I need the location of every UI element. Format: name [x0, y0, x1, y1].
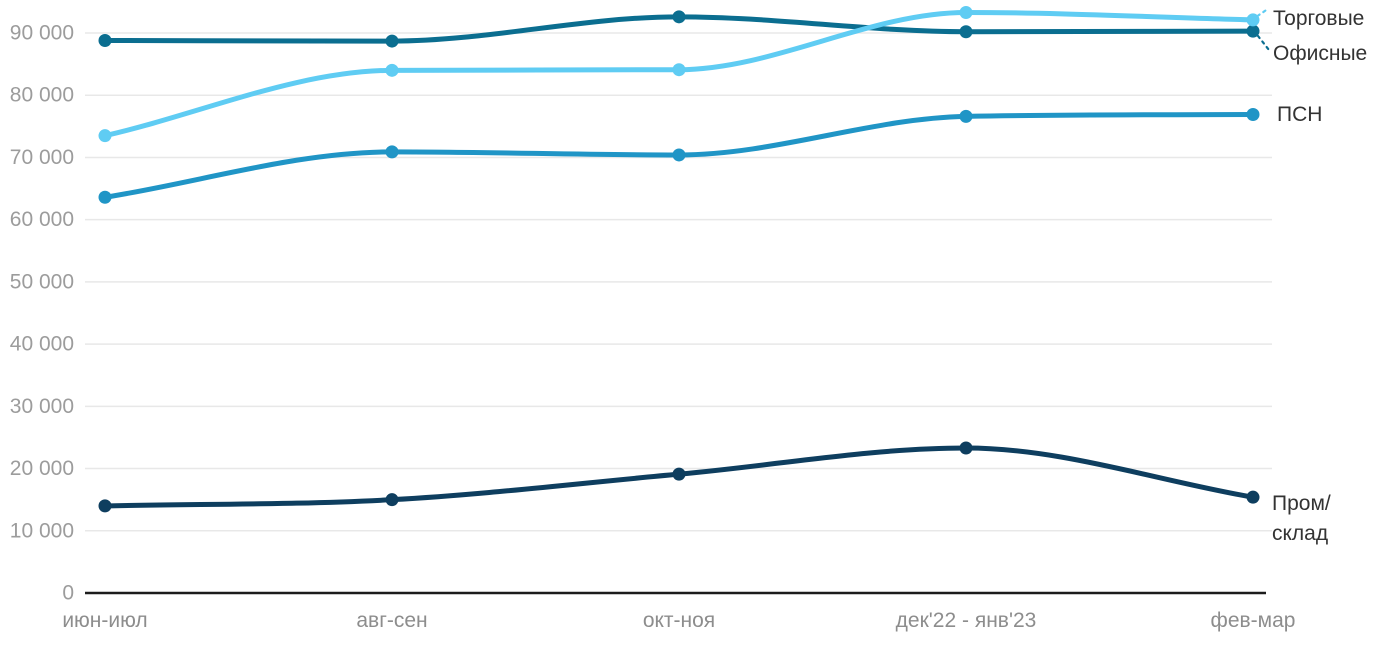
data-point-Пром/склад — [672, 467, 686, 481]
y-tick-label: 30 000 — [10, 395, 74, 418]
data-point-Офисные — [98, 33, 112, 47]
y-tick-label: 20 000 — [10, 457, 74, 480]
data-point-Торговые — [1246, 13, 1260, 27]
y-tick-label: 60 000 — [10, 208, 74, 231]
y-tick-label: 40 000 — [10, 333, 74, 356]
x-tick-label: фев-мар — [1211, 609, 1296, 632]
data-point-Офисные — [959, 25, 973, 39]
data-point-Офисные — [672, 10, 686, 24]
y-axis-tick-labels: 0 10 000 20 000 30 000 40 000 50 000 60 000 70 … — [10, 22, 74, 605]
series-end-labels: Пром/склад ПСН Офисные Торговые — [1272, 7, 1367, 545]
data-point-ПСН — [385, 145, 399, 159]
series-label-Торговые: Торговые — [1273, 7, 1364, 30]
data-point-Пром/склад — [385, 493, 399, 507]
data-point-Офисные — [385, 34, 399, 48]
data-point-Пром/склад — [1246, 490, 1260, 504]
series-label-Пром/склад: склад — [1272, 522, 1328, 545]
y-tick-label: 0 — [62, 582, 74, 605]
data-point-ПСН — [672, 148, 686, 162]
series-label-Пром/склад: Пром/ — [1272, 492, 1331, 515]
data-point-Торговые — [98, 129, 112, 143]
series-lines-layer — [98, 5, 1260, 513]
data-point-Пром/склад — [959, 441, 973, 455]
data-point-ПСН — [1246, 108, 1260, 122]
data-point-ПСН — [98, 190, 112, 204]
leader-line-Офисные — [1256, 34, 1271, 52]
gridlines-layer — [85, 32, 1272, 532]
label-leader-layer — [1256, 8, 1271, 52]
y-tick-label: 50 000 — [10, 270, 74, 293]
data-point-Торговые — [385, 63, 399, 77]
data-point-Торговые — [959, 5, 973, 19]
data-point-ПСН — [959, 109, 973, 123]
x-tick-label: июн-июл — [62, 609, 147, 632]
series-label-Офисные: Офисные — [1273, 42, 1367, 65]
x-tick-label: авг-сен — [356, 609, 427, 632]
x-tick-label: дек'22 - янв'23 — [896, 609, 1037, 632]
data-point-Торговые — [672, 63, 686, 77]
y-tick-label: 80 000 — [10, 84, 74, 107]
data-point-Офисные — [1246, 24, 1260, 38]
y-tick-label: 90 000 — [10, 22, 74, 45]
series-label-ПСН: ПСН — [1277, 103, 1322, 126]
y-tick-label: 10 000 — [10, 519, 74, 542]
x-tick-label: окт-ноя — [643, 609, 715, 632]
x-axis-tick-labels: июн-июл авг-сен окт-ноя дек'22 - янв'23 фев-… — [62, 609, 1295, 632]
leader-line-Торговые — [1256, 8, 1269, 18]
data-point-Пром/склад — [98, 499, 112, 513]
y-tick-label: 70 000 — [10, 146, 74, 169]
